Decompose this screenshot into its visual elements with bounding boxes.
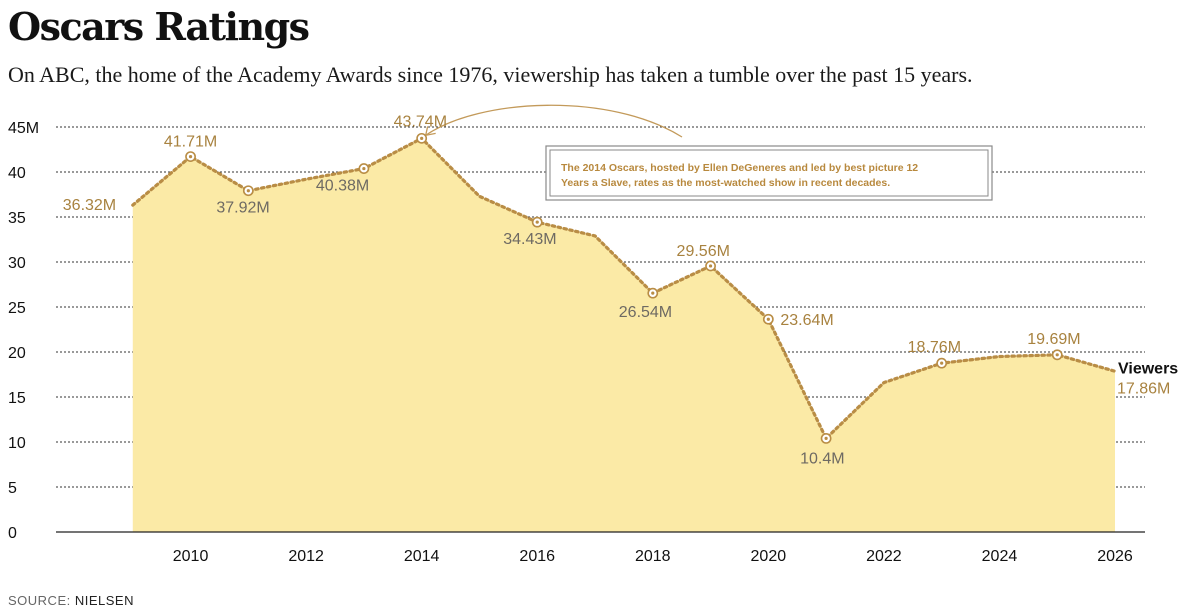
axes: 0 5 10 15 20 25 30 35 40 45M 2010 2012 2014 2016 2018 2… bbox=[8, 120, 1145, 565]
data-label-2014: 43.74M bbox=[394, 113, 447, 130]
y-tick-label: 0 bbox=[8, 525, 17, 542]
viewers-line bbox=[131, 136, 1117, 442]
y-tick-label: 30 bbox=[8, 255, 26, 272]
x-tick-label: 2014 bbox=[404, 548, 440, 565]
data-marker-dot-2011 bbox=[246, 189, 250, 193]
data-label-2009: 36.32M bbox=[63, 197, 116, 214]
y-tick-label: 20 bbox=[8, 345, 26, 362]
annotation-text-line: The 2014 Oscars, hosted by Ellen DeGener… bbox=[561, 162, 918, 174]
x-tick-label: 2012 bbox=[288, 548, 324, 565]
y-tick-label: 45M bbox=[8, 120, 39, 137]
data-label-2011: 37.92M bbox=[216, 200, 269, 217]
y-tick-label: 15 bbox=[8, 390, 26, 407]
series-line bbox=[131, 136, 1117, 442]
series-label-viewers: Viewers bbox=[1118, 360, 1178, 377]
y-tick-label: 25 bbox=[8, 300, 26, 317]
data-marker-dot-2018 bbox=[651, 291, 655, 295]
x-tick-label: 2022 bbox=[866, 548, 902, 565]
annotation-text-line: Years a Slave, rates as the most-watched… bbox=[561, 177, 890, 189]
data-label-2016: 34.43M bbox=[503, 231, 556, 248]
data-marker-dot-2010 bbox=[188, 155, 193, 159]
data-label-2018: 26.54M bbox=[619, 304, 672, 321]
data-marker-dot-2016 bbox=[535, 220, 539, 224]
data-marker-dot-2025 bbox=[1055, 353, 1059, 357]
y-tick-label: 40 bbox=[8, 165, 26, 182]
data-labels: 36.32M 41.71M 37.92M 40.38M 43.74M 34.43M 26.5… bbox=[63, 113, 1179, 467]
source-label: SOURCE: bbox=[8, 593, 71, 608]
x-tick-label: 2010 bbox=[173, 548, 209, 565]
y-tick-label: 5 bbox=[8, 480, 17, 497]
data-label-2019: 29.56M bbox=[677, 243, 730, 260]
x-tick-label: 2026 bbox=[1097, 548, 1133, 565]
data-marker-dot-2020 bbox=[766, 317, 770, 321]
data-marker-dot-2014 bbox=[420, 136, 424, 140]
annotation: The 2014 Oscars, hosted by Ellen DeGener… bbox=[424, 104, 993, 201]
x-tick-label: 2020 bbox=[751, 548, 787, 565]
data-marker-dot-2023 bbox=[940, 361, 944, 365]
data-label-2013: 40.38M bbox=[316, 178, 369, 195]
annotation-box-inner bbox=[549, 149, 989, 197]
data-markers bbox=[185, 132, 1063, 444]
area-fill bbox=[132, 138, 1115, 532]
data-label-2023: 18.76M bbox=[908, 339, 961, 356]
data-label-2021: 10.4M bbox=[800, 450, 844, 467]
data-label-2020: 23.64M bbox=[780, 312, 833, 329]
data-marker-dot-2013 bbox=[362, 166, 366, 171]
source-note: SOURCE: NIELSEN bbox=[8, 593, 134, 608]
annotation-box-outer bbox=[545, 145, 993, 201]
annotation-arrow bbox=[425, 104, 683, 138]
viewers-area bbox=[132, 138, 1115, 532]
x-tick-label: 2016 bbox=[519, 548, 555, 565]
data-label-2010: 41.71M bbox=[164, 134, 217, 151]
y-tick-label: 35 bbox=[8, 210, 26, 227]
source-value: NIELSEN bbox=[74, 593, 134, 608]
y-tick-label: 10 bbox=[8, 435, 26, 452]
data-label-2026: 17.86M bbox=[1117, 380, 1170, 397]
x-tick-label: 2024 bbox=[982, 548, 1018, 565]
data-marker-dot-2019 bbox=[708, 264, 713, 268]
page-subtitle: On ABC, the home of the Academy Awards s… bbox=[8, 62, 973, 87]
page-title: Oscars Ratings bbox=[8, 4, 310, 49]
x-tick-label: 2018 bbox=[635, 548, 671, 565]
data-marker-dot-2021 bbox=[824, 436, 828, 440]
data-label-2025: 19.69M bbox=[1027, 331, 1080, 348]
